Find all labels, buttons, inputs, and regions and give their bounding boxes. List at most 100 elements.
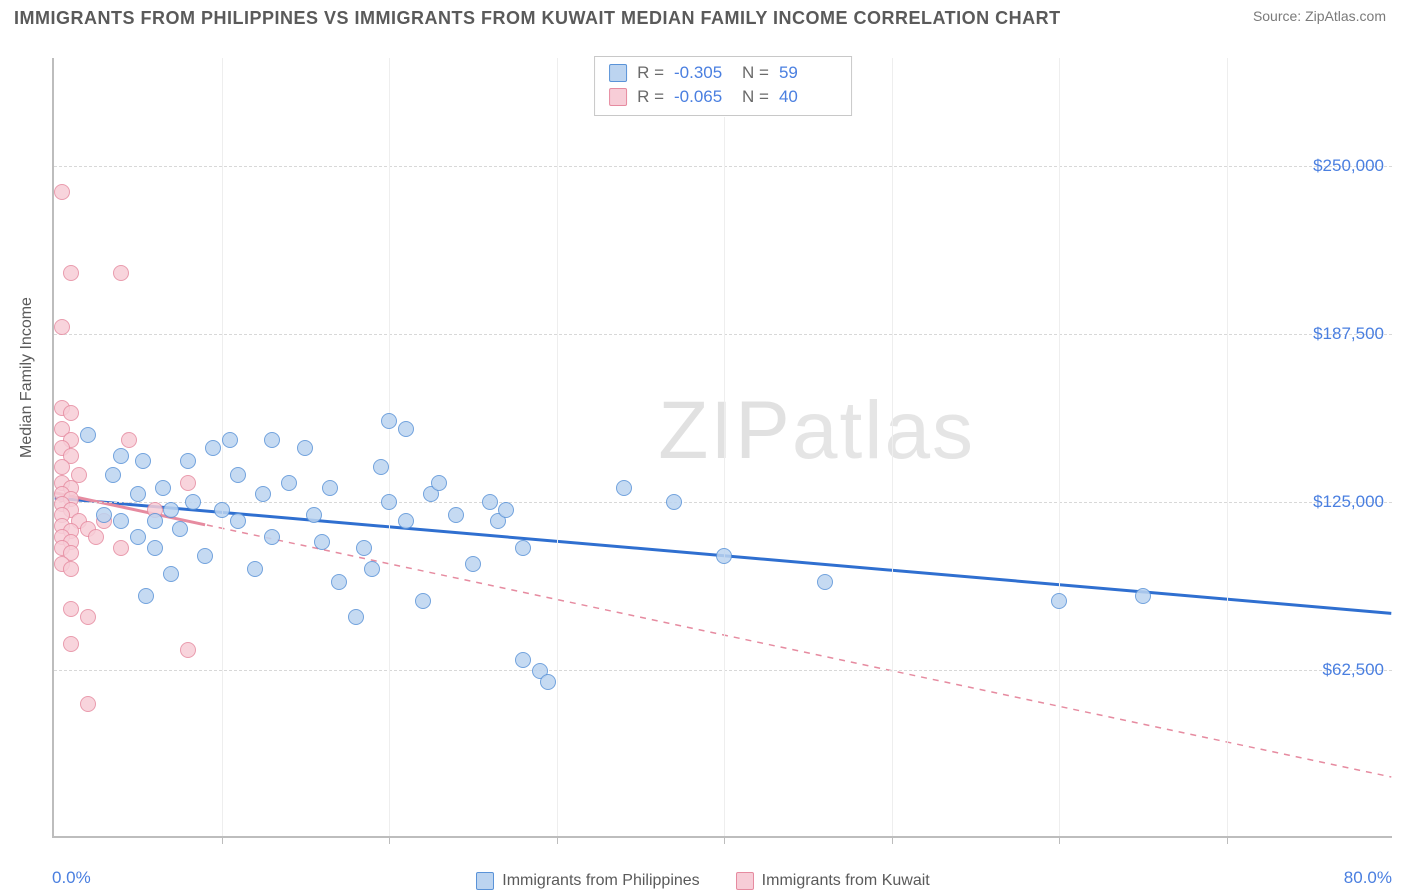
data-point-blue [255,486,271,502]
y-tick-label: $250,000 [1309,156,1384,176]
data-point-blue [314,534,330,550]
data-point-pink [88,529,104,545]
data-point-blue [214,502,230,518]
trendline [55,493,1392,777]
data-point-blue [180,453,196,469]
data-point-blue [80,427,96,443]
data-point-blue [230,513,246,529]
n-label: N = [742,61,769,85]
legend-label-blue: Immigrants from Philippines [502,872,699,890]
data-point-blue [147,513,163,529]
data-point-blue [135,453,151,469]
data-point-blue [306,507,322,523]
r-label: R = [637,61,664,85]
data-point-blue [147,540,163,556]
r-value-blue: -0.305 [674,61,732,85]
data-point-blue [230,467,246,483]
data-point-blue [498,502,514,518]
gridline-h [54,166,1392,167]
data-point-blue [105,467,121,483]
data-point-blue [185,494,201,510]
data-point-blue [356,540,372,556]
series-legend: Immigrants from Philippines Immigrants f… [0,872,1406,890]
stats-row-pink: R = -0.065 N = 40 [609,85,837,109]
stats-legend: R = -0.305 N = 59 R = -0.065 N = 40 [594,56,852,116]
x-tick [1227,836,1228,844]
data-point-blue [222,432,238,448]
data-point-blue [482,494,498,510]
watermark: ZIPatlas [658,384,975,478]
data-point-blue [264,529,280,545]
data-point-blue [431,475,447,491]
data-point-blue [264,432,280,448]
data-point-pink [113,540,129,556]
data-point-blue [373,459,389,475]
data-point-blue [666,494,682,510]
stats-row-blue: R = -0.305 N = 59 [609,61,837,85]
x-tick [389,836,390,844]
data-point-pink [54,184,70,200]
data-point-blue [247,561,263,577]
data-point-pink [180,475,196,491]
gridline-h [54,334,1392,335]
data-point-blue [197,548,213,564]
data-point-blue [113,448,129,464]
data-point-blue [1135,588,1151,604]
data-point-blue [155,480,171,496]
legend-label-pink: Immigrants from Kuwait [762,872,930,890]
x-tick [557,836,558,844]
chart-title: IMMIGRANTS FROM PHILIPPINES VS IMMIGRANT… [14,8,1061,29]
data-point-blue [381,413,397,429]
r-label: R = [637,85,664,109]
x-tick [892,836,893,844]
gridline-v [892,58,893,836]
data-point-pink [63,265,79,281]
n-label: N = [742,85,769,109]
n-value-blue: 59 [779,61,837,85]
gridline-v [1059,58,1060,836]
data-point-pink [54,319,70,335]
trend-lines [54,58,1392,836]
data-point-blue [163,502,179,518]
n-value-pink: 40 [779,85,837,109]
data-point-blue [415,593,431,609]
data-point-blue [322,480,338,496]
y-tick-label: $62,500 [1309,660,1384,680]
data-point-blue [515,540,531,556]
data-point-blue [515,652,531,668]
data-point-pink [80,696,96,712]
data-point-blue [465,556,481,572]
data-point-blue [96,507,112,523]
data-point-blue [281,475,297,491]
data-point-blue [130,529,146,545]
data-point-pink [63,405,79,421]
gridline-v [724,58,725,836]
x-tick [1059,836,1060,844]
x-tick [724,836,725,844]
swatch-blue-icon [476,872,494,890]
y-tick-label: $187,500 [1309,324,1384,344]
data-point-blue [297,440,313,456]
x-axis-max-label: 80.0% [1344,868,1392,888]
gridline-h [54,502,1392,503]
source-attribution: Source: ZipAtlas.com [1253,8,1386,24]
data-point-blue [398,513,414,529]
watermark-zip: ZIP [658,385,792,476]
plot-area: ZIPatlas R = -0.305 N = 59 R = -0.065 N … [52,58,1392,838]
gridline-v [1227,58,1228,836]
watermark-atlas: atlas [792,385,975,476]
data-point-blue [364,561,380,577]
data-point-blue [817,574,833,590]
data-point-blue [448,507,464,523]
gridline-v [389,58,390,836]
data-point-blue [716,548,732,564]
chart-container: Median Family Income ZIPatlas R = -0.305… [0,38,1406,892]
legend-item-pink: Immigrants from Kuwait [736,872,930,890]
data-point-blue [616,480,632,496]
swatch-pink-icon [609,88,627,106]
data-point-blue [348,609,364,625]
data-point-blue [163,566,179,582]
data-point-pink [113,265,129,281]
data-point-blue [130,486,146,502]
y-tick-label: $125,000 [1309,492,1384,512]
